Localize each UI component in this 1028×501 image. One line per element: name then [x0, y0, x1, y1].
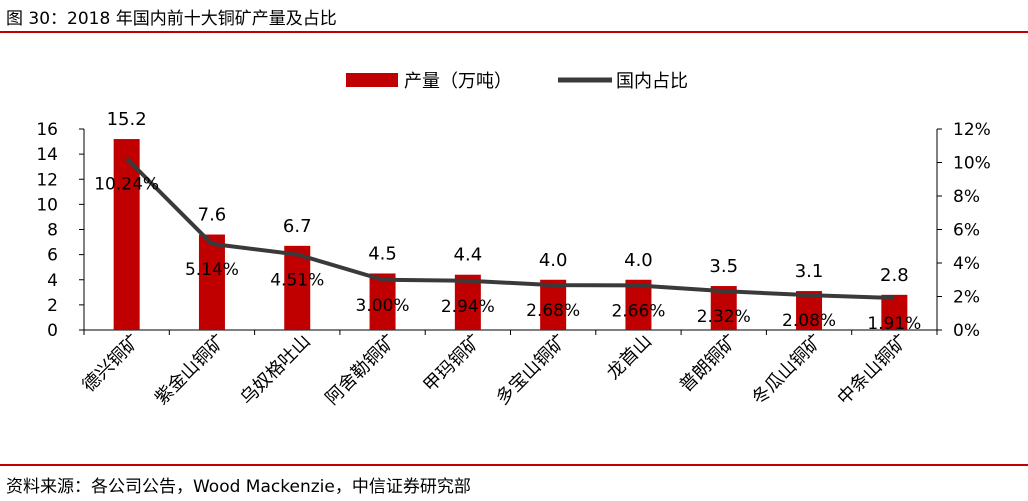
share-value-label: 2.94% [441, 297, 495, 317]
right-tick-label: 12% [953, 120, 991, 140]
right-tick-label: 6% [953, 221, 980, 241]
right-tick-label: 10% [953, 154, 991, 174]
axes: 0 2 4 6 8 10 12 14 16 0% 2% 4% 6% 8% 10% 12% 德兴铜矿 紫金山铜矿 乌奴… [36, 120, 990, 409]
bar [284, 245, 311, 330]
figure-title: 图 30：2018 年国内前十大铜矿产量及占比 [6, 9, 337, 29]
left-tick-label: 0 [47, 321, 58, 341]
category-label: 多宝山铜矿 [492, 331, 570, 409]
bar [454, 274, 481, 330]
bar-value-label: 4.5 [368, 243, 397, 264]
category-label: 德兴铜矿 [78, 331, 144, 397]
bar-value-label: 6.7 [283, 216, 312, 237]
left-tick-label: 10 [36, 195, 58, 215]
category-label: 甲玛铜矿 [420, 331, 486, 397]
left-tick-label: 8 [47, 221, 58, 241]
source-note: 资料来源：各公司公告，Wood Mackenzie，中信证券研究部 [6, 477, 471, 497]
bar [113, 139, 140, 330]
share-value-label: 2.32% [697, 307, 751, 327]
bar-value-label: 4.4 [454, 245, 483, 266]
source-rule [0, 464, 1028, 466]
bar-value-label: 2.8 [880, 265, 909, 286]
right-tick-label: 2% [953, 288, 980, 308]
left-tick-label: 14 [36, 145, 58, 165]
category-label: 中条山铜矿 [833, 331, 911, 409]
chart: 产量（万吨） 国内占比 0 2 4 6 8 10 12 14 16 0% 2% 4% 6% 8% 10% 12%… [36, 71, 990, 409]
share-value-label: 2.68% [526, 301, 580, 321]
bar-series [113, 139, 908, 330]
left-tick-label: 6 [47, 246, 58, 266]
left-tick-label: 16 [36, 120, 58, 140]
share-line [125, 157, 895, 301]
share-value-label: 10.24% [94, 174, 159, 194]
bar-value-label: 4.0 [539, 250, 568, 271]
title-rule [0, 31, 1028, 33]
bar-value-label: 4.0 [624, 250, 653, 271]
share-value-label: 5.14% [185, 260, 239, 280]
category-label: 阿舍勒铜矿 [322, 331, 400, 409]
left-tick-label: 12 [36, 170, 58, 190]
bar [540, 279, 567, 330]
bar-value-label: 15.2 [107, 109, 147, 130]
category-label: 普朗铜矿 [676, 331, 742, 397]
legend-label-bar: 产量（万吨） [404, 71, 512, 92]
bar [881, 294, 908, 330]
legend-label-line: 国内占比 [616, 71, 688, 92]
bar-value-label: 3.5 [709, 256, 738, 277]
data-labels: 15.2 7.6 6.7 4.5 4.4 4.0 4.0 3.5 3.1 2.8 10.24% 5.1… [94, 109, 921, 334]
legend: 产量（万吨） 国内占比 [346, 71, 688, 92]
share-value-label: 4.51% [270, 270, 324, 290]
left-tick-label: 2 [47, 296, 58, 316]
category-label: 冬瓜山铜矿 [748, 331, 826, 409]
category-label: 龙首山 [603, 331, 656, 384]
right-tick-label: 8% [953, 187, 980, 207]
left-tick-label: 4 [47, 271, 58, 291]
bar [796, 291, 823, 330]
right-tick-label: 4% [953, 254, 980, 274]
bar-value-label: 3.1 [795, 261, 824, 282]
line-series [125, 157, 895, 301]
share-value-label: 3.00% [356, 296, 410, 316]
share-value-label: 2.66% [611, 301, 665, 321]
legend-swatch-bar [346, 73, 398, 87]
category-label: 乌奴格吐山 [236, 331, 314, 409]
bar-value-label: 7.6 [198, 205, 227, 226]
bar [198, 234, 225, 330]
category-label: 紫金山铜矿 [151, 331, 229, 409]
share-value-label: 2.08% [782, 311, 836, 331]
share-value-label: 1.91% [867, 314, 921, 334]
bar [369, 273, 396, 330]
right-tick-label: 0% [953, 321, 980, 341]
bar [625, 279, 652, 330]
